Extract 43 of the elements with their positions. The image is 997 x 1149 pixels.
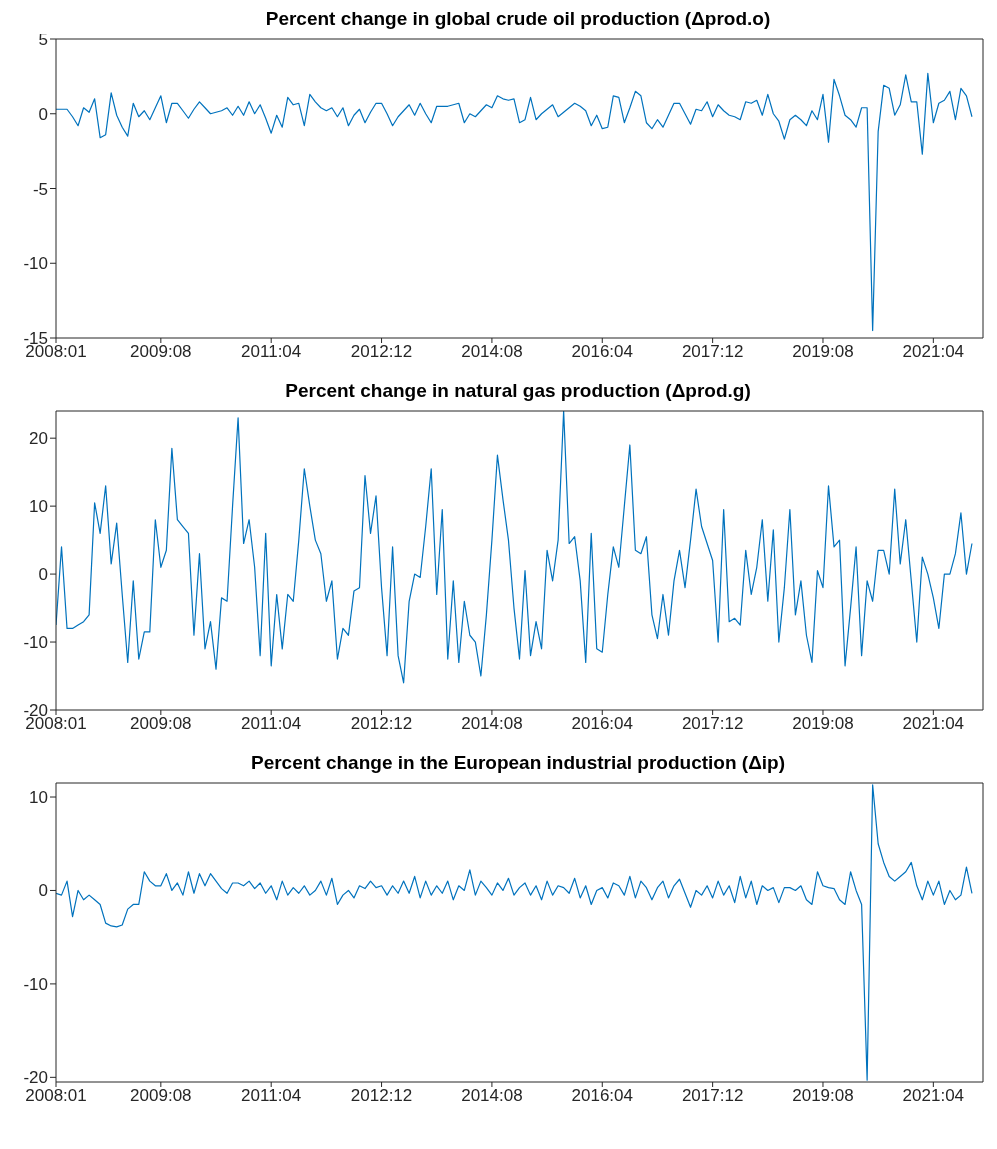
chart-title: Percent change in global crude oil production (Δprod.o) bbox=[265, 8, 771, 29]
y-tick-label: 10 bbox=[29, 788, 48, 808]
x-tick-label: 2021:04 bbox=[902, 1086, 965, 1106]
x-tick-label: 2014:08 bbox=[461, 1086, 523, 1106]
x-tick-label: 2017:12 bbox=[681, 714, 744, 734]
y-tick-label: -10 bbox=[23, 254, 48, 274]
x-tick-label: 2017:12 bbox=[681, 342, 744, 362]
x-tick-label: 2009:08 bbox=[130, 1086, 192, 1106]
line-series bbox=[56, 72, 973, 332]
y-tick-label: -5 bbox=[32, 179, 48, 199]
y-tick-label: -10 bbox=[23, 633, 48, 653]
y-tick-label: 0 bbox=[38, 881, 48, 901]
x-tick-label: 2019:08 bbox=[792, 342, 854, 362]
chart-title: Percent change in the European industrial production (Δip) bbox=[249, 752, 787, 775]
x-tick-label: 2021:04 bbox=[902, 714, 965, 734]
y-tick-label: -20 bbox=[23, 1068, 48, 1088]
x-tick-label: 2014:08 bbox=[461, 714, 523, 734]
x-tick-label: 2021:04 bbox=[902, 342, 965, 362]
y-tick-label: 5 bbox=[38, 30, 48, 50]
x-tick-label: 2011:04 bbox=[241, 342, 302, 362]
y-tick-label: 0 bbox=[38, 104, 48, 124]
x-tick-label: 2019:08 bbox=[792, 714, 854, 734]
y-tick-label: 0 bbox=[38, 565, 48, 585]
x-tick-label: 2014:08 bbox=[461, 342, 523, 362]
y-tick-label: 10 bbox=[29, 497, 48, 517]
x-tick-label: 2008:01 bbox=[25, 1086, 87, 1106]
x-tick-label: 2012:12 bbox=[350, 714, 413, 734]
y-tick-label: 20 bbox=[29, 429, 48, 449]
x-tick-label: 2011:04 bbox=[241, 714, 302, 734]
chart-title: Percent change in natural gas production (Δprod.g) bbox=[284, 380, 752, 403]
x-tick-label: 2016:04 bbox=[571, 1086, 633, 1106]
x-tick-label: 2012:12 bbox=[350, 342, 413, 362]
x-tick-label: 2011:04 bbox=[241, 1086, 302, 1106]
x-tick-label: 2016:04 bbox=[571, 714, 633, 734]
line-series bbox=[56, 411, 973, 684]
x-tick-label: 2017:12 bbox=[681, 1086, 744, 1106]
y-tick-label: -10 bbox=[23, 974, 48, 994]
x-tick-label: 2009:08 bbox=[130, 714, 192, 734]
x-tick-label: 2016:04 bbox=[571, 342, 633, 362]
line-series bbox=[56, 784, 973, 1081]
x-tick-label: 2012:12 bbox=[350, 1086, 413, 1106]
x-tick-label: 2009:08 bbox=[130, 342, 192, 362]
x-tick-label: 2019:08 bbox=[792, 1086, 854, 1106]
